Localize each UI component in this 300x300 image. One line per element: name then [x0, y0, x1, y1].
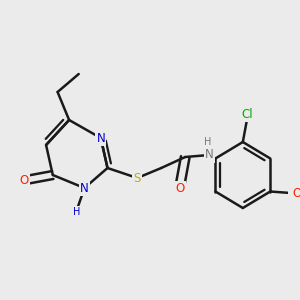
Text: O: O	[176, 182, 185, 196]
Text: N: N	[96, 131, 105, 145]
Text: H: H	[73, 207, 80, 217]
Text: O: O	[292, 187, 300, 200]
Text: H: H	[204, 137, 211, 147]
Text: O: O	[20, 173, 28, 187]
Text: Cl: Cl	[242, 107, 254, 121]
Text: N: N	[205, 148, 214, 161]
Text: S: S	[134, 172, 141, 184]
Text: N: N	[80, 182, 89, 194]
